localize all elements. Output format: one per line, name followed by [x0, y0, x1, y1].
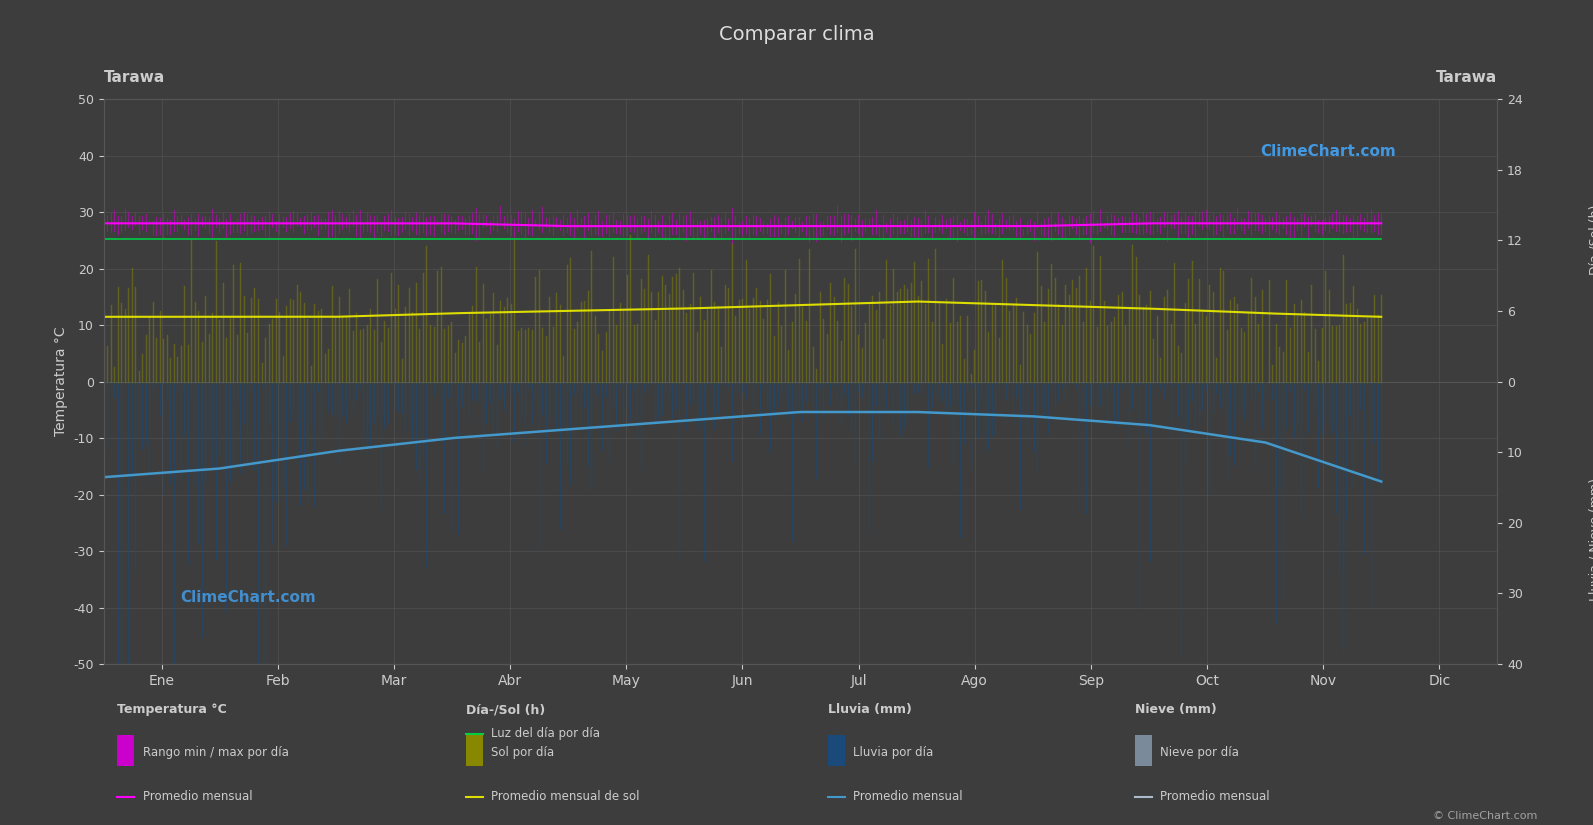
- Text: Comparar clima: Comparar clima: [718, 25, 875, 44]
- Text: © ClimeChart.com: © ClimeChart.com: [1432, 811, 1537, 821]
- Text: Lluvia por día: Lluvia por día: [854, 746, 933, 758]
- Text: Tarawa: Tarawa: [104, 70, 164, 85]
- Text: ClimeChart.com: ClimeChart.com: [180, 590, 315, 605]
- Bar: [1134, 735, 1152, 766]
- Bar: [828, 735, 844, 766]
- Text: Promedio mensual de sol: Promedio mensual de sol: [491, 790, 639, 804]
- Text: Día-/Sol (h): Día-/Sol (h): [467, 704, 545, 716]
- Text: Promedio mensual: Promedio mensual: [1160, 790, 1270, 804]
- Text: Lluvia / Nieve (mm): Lluvia / Nieve (mm): [1588, 478, 1593, 601]
- Text: Promedio mensual: Promedio mensual: [854, 790, 964, 804]
- Y-axis label: Temperatura °C: Temperatura °C: [54, 327, 68, 436]
- Bar: [467, 735, 483, 766]
- Bar: [118, 735, 134, 766]
- Text: Nieve (mm): Nieve (mm): [1134, 704, 1217, 716]
- Text: Promedio mensual: Promedio mensual: [143, 790, 252, 804]
- Text: Sol por día: Sol por día: [491, 746, 554, 758]
- Text: Nieve por día: Nieve por día: [1160, 746, 1239, 758]
- Text: Rango min / max por día: Rango min / max por día: [143, 746, 288, 758]
- Text: Día-/Sol (h): Día-/Sol (h): [1588, 205, 1593, 276]
- Text: ClimeChart.com: ClimeChart.com: [1260, 144, 1395, 158]
- Text: Luz del día por día: Luz del día por día: [491, 728, 601, 740]
- Text: Tarawa: Tarawa: [1437, 70, 1497, 85]
- Text: Temperatura °C: Temperatura °C: [118, 704, 228, 716]
- Text: Lluvia (mm): Lluvia (mm): [828, 704, 913, 716]
